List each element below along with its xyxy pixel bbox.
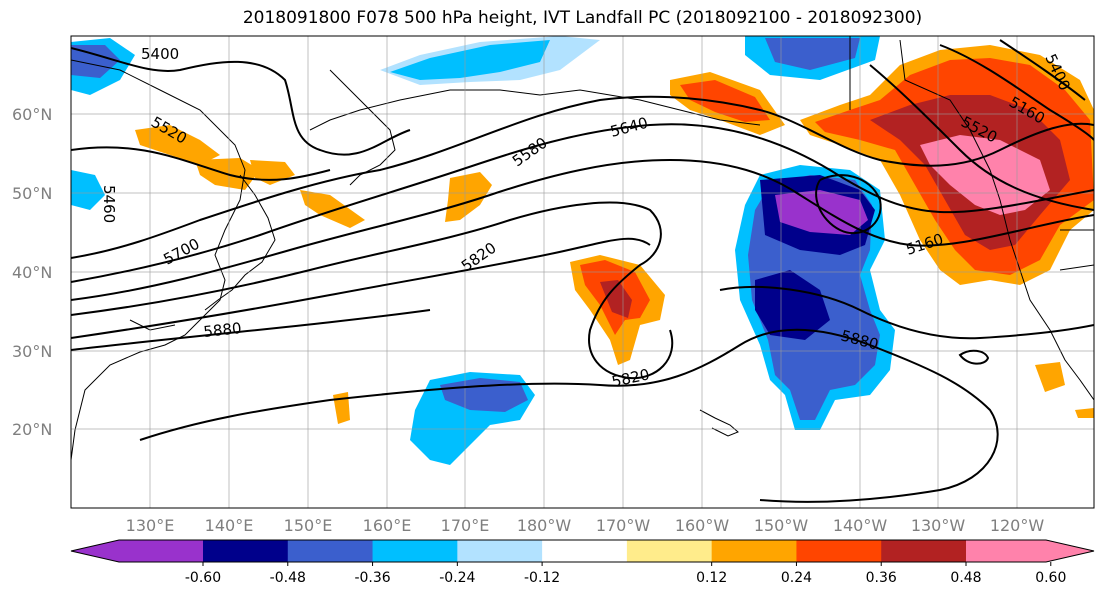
colorbar-tick-label: -0.60 (185, 570, 221, 586)
lon-label: 140°E (205, 516, 254, 535)
colorbar-segment (287, 540, 374, 562)
lon-label: 170°W (596, 516, 651, 535)
lat-label: 30°N (12, 342, 52, 361)
lon-label: 150°E (284, 516, 333, 535)
map-frame (70, 35, 1095, 509)
colorbar-segment (542, 540, 628, 562)
map-title: 2018091800 F078 500 hPa height, IVT Land… (242, 8, 923, 28)
colorbar-segments (70, 539, 1095, 563)
colorbar-tick-label: -0.24 (439, 570, 475, 586)
lon-label: 160°W (675, 516, 730, 535)
lat-label: 40°N (12, 263, 52, 282)
contour-label: 5460 (100, 185, 118, 223)
colorbar-segment (71, 540, 203, 562)
latitude-labels: 60°N 50°N 40°N 30°N 20°N (12, 105, 52, 439)
colorbar-tick-label: 0.48 (950, 570, 981, 586)
lon-label: 170°E (441, 516, 490, 535)
lat-label: 20°N (12, 420, 52, 439)
lon-label: 130°W (911, 516, 966, 535)
colorbar-tick-label: -0.36 (354, 570, 390, 586)
colorbar-segment (796, 540, 882, 562)
colorbar-outline (70, 539, 1095, 563)
colorbar-segment (626, 540, 713, 562)
lat-label: 50°N (12, 184, 52, 203)
colorbar-segment (203, 540, 289, 562)
lat-label: 60°N (12, 105, 52, 124)
lon-label: 150°W (754, 516, 809, 535)
contour-label: 5400 (141, 45, 179, 63)
longitude-labels: 130°E 140°E 150°E 160°E 170°E 180°W 170°… (126, 516, 1045, 535)
contour-label: 5880 (203, 319, 243, 341)
coastlines (71, 36, 1094, 461)
lon-label: 140°W (833, 516, 888, 535)
colorbar-segment (711, 540, 797, 562)
colorbar: -0.60 -0.48 -0.36 -0.24 -0.12 0.12 0.24 0.36 0.4… (70, 539, 1095, 586)
colorbar-tick-label: -0.48 (270, 570, 306, 586)
colorbar-segment (372, 540, 458, 562)
lon-label: 120°W (990, 516, 1045, 535)
colorbar-ticks: -0.60 -0.48 -0.36 -0.24 -0.12 0.12 0.24 0.36 0.4… (185, 562, 1066, 586)
colorbar-segment (966, 540, 1094, 562)
height-contours (71, 39, 1094, 503)
colorbar-segment (457, 540, 543, 562)
colorbar-tick-label: -0.12 (524, 570, 560, 586)
lon-label: 160°E (363, 516, 412, 535)
colorbar-tick-label: 0.24 (781, 570, 812, 586)
colorbar-tick-label: 0.36 (866, 570, 897, 586)
lon-label: 180°W (517, 516, 572, 535)
colorbar-tick-label: 0.60 (1035, 570, 1066, 586)
colorbar-tick-label: 0.12 (696, 570, 727, 586)
lon-label: 130°E (126, 516, 175, 535)
ivt-shading (71, 36, 1094, 465)
colorbar-segment (881, 540, 967, 562)
